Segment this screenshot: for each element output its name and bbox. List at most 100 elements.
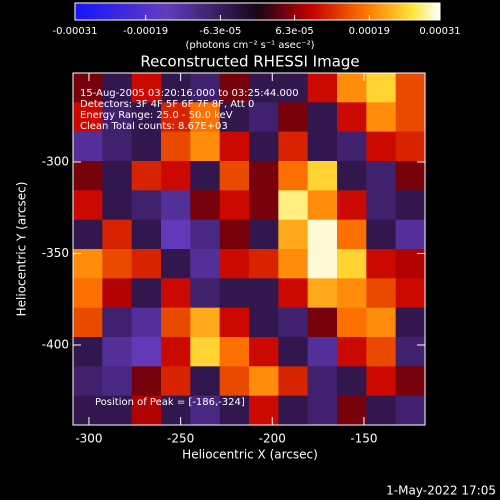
heatmap-cell (219, 307, 250, 338)
heatmap-cell (161, 307, 191, 338)
heatmap-cell (366, 131, 397, 162)
heatmap-cell (395, 161, 426, 191)
heatmap-cell (307, 73, 338, 103)
heatmap-cell (131, 102, 162, 133)
heatmap-cell (131, 161, 162, 191)
heatmap-cell (249, 307, 279, 338)
heatmap-cell (249, 395, 279, 426)
heatmap-cell (131, 249, 162, 279)
heatmap-cell (307, 278, 338, 309)
heatmap-cell (307, 190, 338, 221)
colorbar-label: (photons cm⁻² s⁻¹ asec⁻²) (185, 40, 314, 51)
y-axis-label: Heliocentric Y (arcsec) (15, 182, 29, 317)
heatmap-cell (307, 395, 338, 426)
heatmap-cell (161, 395, 191, 426)
heatmap-cell (161, 73, 191, 103)
heatmap-cell (366, 73, 397, 103)
heatmap-cell (395, 190, 426, 221)
heatmap-cell (307, 307, 338, 338)
heatmap-cell (161, 102, 191, 133)
heatmap-cell (278, 190, 309, 221)
heatmap-cell (219, 161, 250, 191)
heatmap-cell (73, 395, 103, 426)
heatmap-cell (366, 190, 397, 221)
heatmap-cell (219, 219, 250, 250)
heatmap-cell (366, 249, 397, 279)
heatmap-cell (102, 395, 133, 426)
heatmap-cell (249, 366, 279, 397)
heatmap-cell (190, 366, 221, 397)
heatmap-cell (366, 395, 397, 426)
heatmap-cell (102, 278, 133, 309)
heatmap-cell (307, 161, 338, 191)
heatmap-cell (73, 102, 103, 133)
heatmap-cell (161, 278, 191, 309)
x-tick-label: -150 (350, 432, 377, 446)
peak-label: Position of Peak = [-186,-324] (95, 397, 245, 408)
heatmap-cell (337, 219, 367, 250)
heatmap-cell (337, 395, 367, 426)
colorbar (74, 2, 441, 21)
x-tick-label: -300 (75, 432, 102, 446)
heatmap-cell (190, 131, 221, 162)
heatmap-cell (190, 249, 221, 279)
heatmap-cell (219, 190, 250, 221)
heatmap-cell (102, 307, 133, 338)
annotation: Detectors: 3F 4F 5F 6F 7F 8F, Att 0 (80, 99, 254, 110)
annotation: 15-Aug-2005 03:20:16.000 to 03:25:44.000 (80, 88, 299, 99)
heatmap-cell (307, 131, 338, 162)
heatmap-cell (307, 337, 338, 367)
heatmap-cell (337, 278, 367, 309)
heatmap-cell (73, 161, 103, 191)
heatmap-cell (102, 161, 133, 191)
plot-frame (72, 72, 426, 426)
heatmap-cell (131, 278, 162, 309)
heatmap-cell (249, 102, 279, 133)
heatmap-cell (161, 161, 191, 191)
y-tick-label: -350 (42, 246, 69, 260)
heatmap-cell (190, 219, 221, 250)
heatmap-cell (73, 219, 103, 250)
heatmap-cell (366, 307, 397, 338)
colorbar-tick-label: 0.00031 (419, 26, 460, 37)
heatmap-cell (337, 73, 367, 103)
heatmap-cell (395, 366, 426, 397)
heatmap-cell (395, 219, 426, 250)
heatmap-cell (395, 278, 426, 309)
heatmap-cell (102, 102, 133, 133)
heatmap-cell (307, 102, 338, 133)
heatmap-cell (161, 131, 191, 162)
heatmap-cell (219, 395, 250, 426)
heatmap-cell (131, 337, 162, 367)
heatmap-cell (307, 249, 338, 279)
heatmap-cell (337, 307, 367, 338)
heatmap-cell (366, 219, 397, 250)
heatmap-cell (102, 366, 133, 397)
heatmap-cell (161, 249, 191, 279)
heatmap-cell (73, 278, 103, 309)
heatmap-cell (73, 366, 103, 397)
heatmap-cell (337, 366, 367, 397)
heatmap-cell (249, 190, 279, 221)
heatmap-cell (219, 249, 250, 279)
heatmap-cell (219, 278, 250, 309)
heatmap-cell (249, 219, 279, 250)
y-tick-label: -300 (42, 154, 69, 168)
heatmap-cell (131, 219, 162, 250)
heatmap-cell (395, 395, 426, 426)
heatmap-cell (131, 395, 162, 426)
heatmap-cell (73, 73, 103, 103)
heatmap-cell (73, 190, 103, 221)
heatmap-cell (190, 307, 221, 338)
heatmap-cell (249, 337, 279, 367)
heatmap-cell (337, 161, 367, 191)
heatmap-cell (278, 307, 309, 338)
heatmap-cell (161, 366, 191, 397)
x-tick-label: -250 (167, 432, 194, 446)
heatmap-cell (219, 131, 250, 162)
heatmap-cell (278, 278, 309, 309)
heatmap-cell (219, 102, 250, 133)
heatmap-cell (307, 219, 338, 250)
